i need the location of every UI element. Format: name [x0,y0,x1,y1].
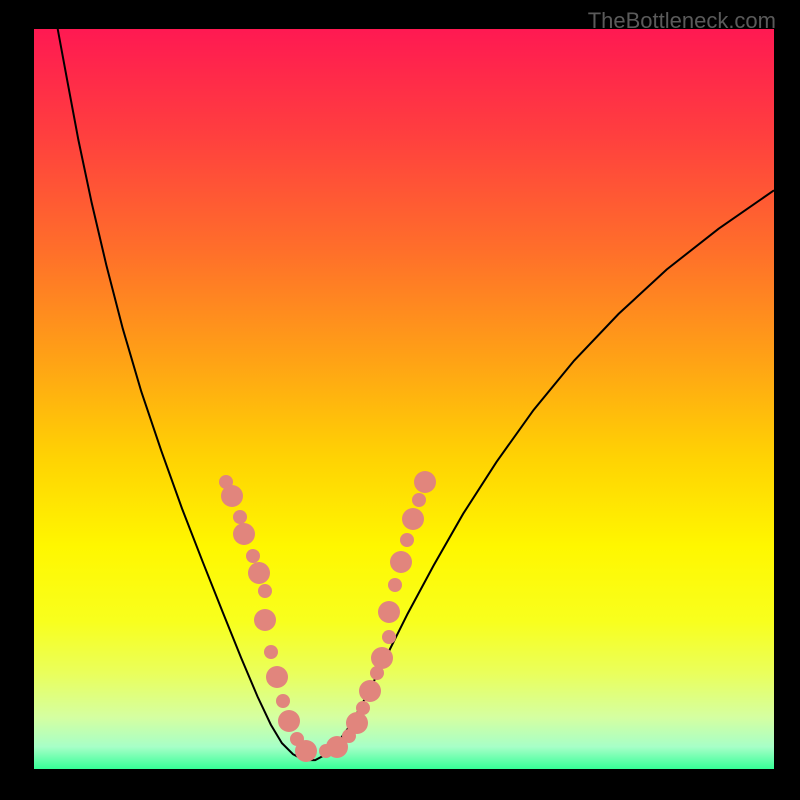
data-marker [371,647,393,669]
data-marker [254,609,276,631]
data-marker [264,645,278,659]
data-marker [246,549,260,563]
markers-layer [34,29,774,769]
data-marker [221,485,243,507]
data-marker [412,493,426,507]
data-marker [414,471,436,493]
data-marker [400,533,414,547]
data-marker [402,508,424,530]
watermark-text: TheBottleneck.com [588,8,776,34]
data-marker [248,562,270,584]
data-marker [276,694,290,708]
data-marker [390,551,412,573]
data-marker [378,601,400,623]
data-marker [278,710,300,732]
data-marker [388,578,402,592]
chart-container: TheBottleneck.com [0,0,800,800]
data-marker [233,523,255,545]
plot-area [34,29,774,769]
data-marker [266,666,288,688]
data-marker [356,701,370,715]
data-marker [258,584,272,598]
data-marker [295,740,317,762]
data-marker [346,712,368,734]
data-marker [382,630,396,644]
data-marker [359,680,381,702]
